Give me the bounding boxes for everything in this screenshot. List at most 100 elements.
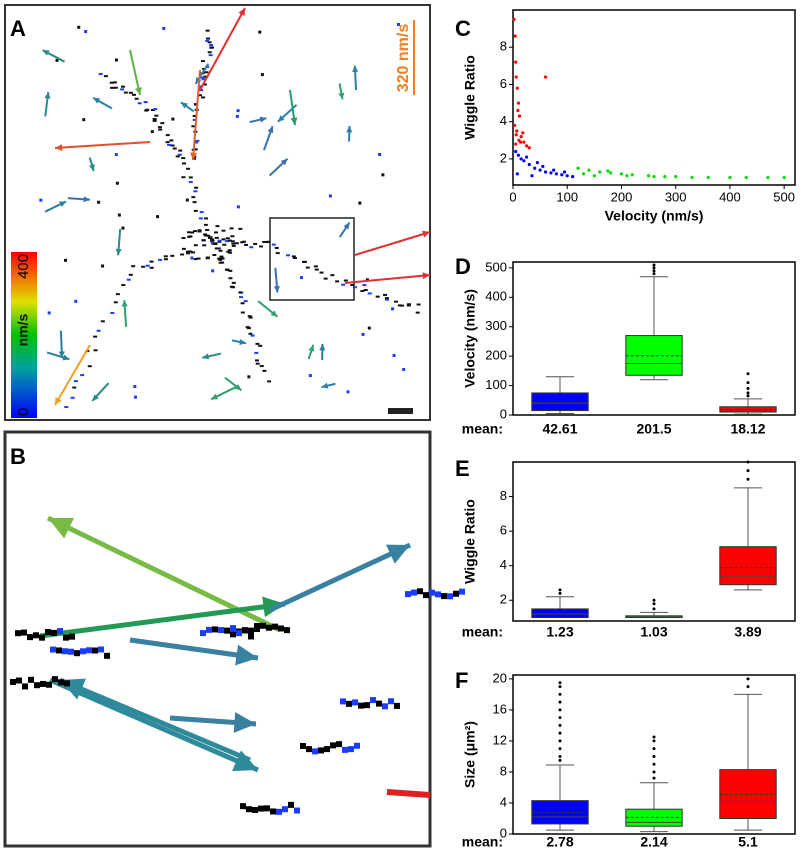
y-tick-label: 200 <box>485 348 507 363</box>
speck <box>324 278 328 280</box>
speck <box>226 251 230 253</box>
speck <box>154 115 158 117</box>
colorbar-tick: 400 <box>15 254 32 279</box>
pixel <box>50 647 56 653</box>
flier <box>653 747 656 750</box>
speck <box>178 154 182 156</box>
speck <box>358 202 361 205</box>
speck <box>116 182 119 185</box>
pixel <box>80 648 86 654</box>
mean-label: mean: <box>462 421 503 437</box>
y-tick-label: 8 <box>500 39 507 54</box>
speck <box>259 245 263 247</box>
panel-label: B <box>10 444 26 469</box>
point <box>552 169 555 172</box>
speck <box>197 258 201 260</box>
point <box>522 159 525 162</box>
arrow-head <box>122 300 128 306</box>
speck <box>362 284 366 286</box>
arrow <box>270 545 410 610</box>
speck <box>239 296 243 298</box>
flier <box>747 461 750 464</box>
speck <box>228 277 232 279</box>
speck <box>376 296 380 298</box>
speck <box>99 73 103 75</box>
speck <box>230 286 234 288</box>
panel-a-frame <box>5 5 430 420</box>
speck <box>391 307 394 310</box>
point <box>663 175 666 178</box>
pixel <box>266 625 272 631</box>
speck <box>347 390 350 393</box>
speck <box>309 374 312 377</box>
speck <box>249 333 253 335</box>
speck <box>335 280 339 282</box>
speck <box>190 257 193 260</box>
pixel <box>348 746 354 752</box>
speck <box>260 365 264 367</box>
arrow-head <box>135 87 142 95</box>
speck <box>416 312 420 314</box>
plot-frame <box>513 10 795 185</box>
flier <box>559 592 562 595</box>
pixel <box>240 803 246 809</box>
speck <box>276 252 280 254</box>
mean-value: 1.03 <box>640 624 667 640</box>
speck <box>194 210 198 212</box>
speck <box>153 108 157 110</box>
pixel <box>300 743 306 749</box>
point <box>517 101 520 104</box>
flier <box>653 266 656 269</box>
speck <box>199 217 203 219</box>
speck <box>402 368 405 371</box>
pixel <box>364 702 370 708</box>
speck <box>156 215 159 218</box>
flier <box>559 755 562 758</box>
speck <box>114 87 118 89</box>
speck <box>124 92 128 94</box>
pixel <box>288 802 294 808</box>
pixel <box>264 805 270 811</box>
speck <box>182 248 186 250</box>
arrow-head <box>53 437 60 444</box>
arrow <box>50 680 258 770</box>
pixel <box>28 677 34 683</box>
flier <box>747 387 750 390</box>
speck <box>64 259 67 262</box>
pixel <box>230 631 236 637</box>
speck <box>256 363 260 365</box>
speck <box>121 284 125 286</box>
speck <box>417 304 421 306</box>
speck <box>246 326 250 328</box>
arrow-head <box>234 712 256 733</box>
pixel <box>352 699 358 705</box>
point <box>525 144 528 147</box>
flier <box>559 747 562 750</box>
flier <box>747 394 750 397</box>
zoom-box <box>270 218 354 300</box>
speck <box>267 380 271 382</box>
point <box>519 141 522 144</box>
y-tick-label: 2 <box>500 592 507 607</box>
speck <box>220 262 224 264</box>
flier <box>559 739 562 742</box>
pixel <box>224 628 230 634</box>
pixel <box>318 747 324 753</box>
speck <box>145 109 149 111</box>
speck <box>209 44 213 46</box>
arrow <box>48 518 280 630</box>
arrow <box>345 275 430 283</box>
mean-value: 18.12 <box>730 421 765 437</box>
speck <box>153 118 157 120</box>
speck <box>129 92 133 94</box>
pixel <box>21 630 27 636</box>
speck <box>186 199 189 202</box>
pixel <box>330 742 336 748</box>
speck <box>362 333 365 336</box>
speck <box>341 284 345 286</box>
point <box>576 167 579 170</box>
speck <box>201 239 205 241</box>
flier <box>653 755 656 758</box>
mean-value: 42.61 <box>542 421 577 437</box>
point <box>745 176 748 179</box>
